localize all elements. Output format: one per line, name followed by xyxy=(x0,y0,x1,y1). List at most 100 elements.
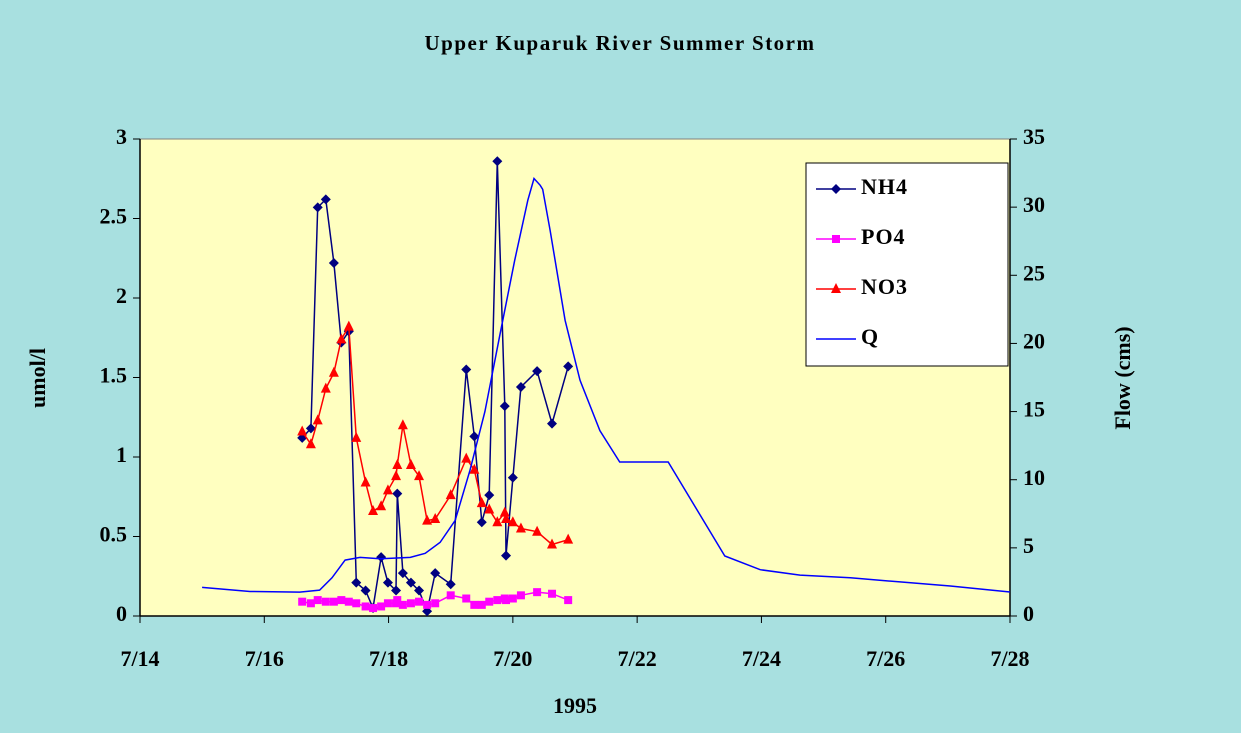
marker-triangle xyxy=(476,497,487,508)
marker-square xyxy=(344,597,353,606)
marker-square xyxy=(533,588,542,597)
marker-diamond xyxy=(430,568,441,579)
marker-square xyxy=(516,591,525,600)
marker-triangle xyxy=(351,431,362,442)
series-line xyxy=(202,176,1011,593)
marker-square xyxy=(383,599,392,608)
marker-diamond xyxy=(414,585,425,596)
legend-label: PO4 xyxy=(861,224,906,249)
y2-tick-label: 25 xyxy=(1023,260,1045,285)
y-tick-label: 0 xyxy=(116,601,127,626)
marker-diamond xyxy=(532,366,543,377)
marker-square xyxy=(352,599,361,608)
marker-triangle xyxy=(376,500,387,511)
marker-diamond xyxy=(305,423,316,434)
x-tick-label: 7/14 xyxy=(120,646,159,671)
marker-diamond xyxy=(392,488,403,499)
marker-triangle xyxy=(547,538,558,549)
marker-square xyxy=(369,604,378,613)
marker-square xyxy=(298,597,307,606)
y2-tick-label: 10 xyxy=(1023,465,1045,490)
marker-diamond xyxy=(501,550,512,561)
marker-square xyxy=(337,596,346,605)
marker-diamond xyxy=(461,364,472,375)
x-tick-label: 7/24 xyxy=(742,646,781,671)
marker-diamond xyxy=(397,568,408,579)
x-tick-label: 7/16 xyxy=(245,646,284,671)
marker-square xyxy=(832,235,840,243)
y2-tick-label: 0 xyxy=(1023,601,1034,626)
marker-triangle xyxy=(484,503,495,514)
marker-square xyxy=(564,596,573,605)
y2-axis-label: Flow (cms) xyxy=(1110,326,1135,429)
marker-diamond xyxy=(360,585,371,596)
marker-triangle xyxy=(515,522,526,533)
marker-square xyxy=(361,602,370,611)
marker-triangle xyxy=(397,419,408,430)
marker-triangle xyxy=(563,533,574,544)
marker-diamond xyxy=(351,577,362,588)
marker-triangle xyxy=(312,414,323,425)
y-tick-label: 1 xyxy=(116,442,127,467)
x-tick-label: 7/26 xyxy=(866,646,905,671)
marker-square xyxy=(477,600,486,609)
y2-tick-label: 30 xyxy=(1023,192,1045,217)
marker-triangle xyxy=(391,470,402,481)
y2-tick-label: 5 xyxy=(1023,533,1034,558)
marker-diamond xyxy=(547,418,558,429)
marker-triangle xyxy=(305,438,316,449)
x-tick-label: 7/20 xyxy=(493,646,532,671)
marker-triangle xyxy=(414,470,425,481)
x-axis-label: 1995 xyxy=(553,693,597,718)
marker-triangle xyxy=(445,489,456,500)
marker-diamond xyxy=(507,472,518,483)
marker-square xyxy=(431,599,440,608)
marker-square xyxy=(398,600,407,609)
legend-label: NO3 xyxy=(861,274,908,299)
marker-triangle xyxy=(430,513,441,524)
marker-diamond xyxy=(312,202,323,213)
marker-square xyxy=(423,600,432,609)
marker-triangle xyxy=(532,525,543,536)
y-tick-label: 1.5 xyxy=(100,363,128,388)
y2-tick-label: 35 xyxy=(1023,124,1045,149)
marker-square xyxy=(306,599,315,608)
y-tick-label: 2.5 xyxy=(100,204,128,229)
marker-triangle xyxy=(320,382,331,393)
marker-diamond xyxy=(563,361,574,372)
marker-diamond xyxy=(476,517,487,528)
marker-triangle xyxy=(422,514,433,525)
marker-diamond xyxy=(391,585,402,596)
marker-diamond xyxy=(831,184,841,194)
marker-triangle xyxy=(501,513,512,524)
x-tick-label: 7/18 xyxy=(369,646,408,671)
marker-triangle xyxy=(831,283,841,293)
marker-triangle xyxy=(368,505,379,516)
y-tick-label: 2 xyxy=(116,283,127,308)
marker-square xyxy=(485,597,494,606)
y-axis-label: umol/l xyxy=(25,348,50,408)
marker-square xyxy=(406,599,415,608)
marker-triangle xyxy=(297,425,308,436)
marker-square xyxy=(313,596,322,605)
marker-square xyxy=(329,597,338,606)
marker-square xyxy=(446,591,455,600)
marker-triangle xyxy=(405,458,416,469)
marker-diamond xyxy=(469,431,480,442)
marker-triangle xyxy=(343,320,354,331)
marker-square xyxy=(470,600,479,609)
marker-square xyxy=(548,589,557,598)
marker-triangle xyxy=(507,516,518,527)
marker-diamond xyxy=(445,579,456,590)
y2-tick-label: 20 xyxy=(1023,328,1045,353)
marker-triangle xyxy=(469,463,480,474)
marker-diamond xyxy=(376,552,387,563)
legend-label: Q xyxy=(861,324,879,349)
marker-square xyxy=(393,596,402,605)
marker-square xyxy=(321,597,330,606)
marker-diamond xyxy=(320,194,331,205)
marker-diamond xyxy=(484,490,495,501)
marker-square xyxy=(377,602,386,611)
